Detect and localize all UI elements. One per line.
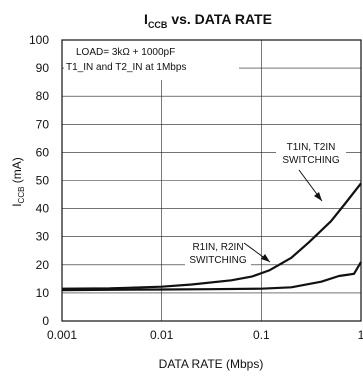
y-tick-label: 10 <box>36 286 50 300</box>
grid <box>61 39 362 322</box>
y-tick-label: 50 <box>36 174 50 188</box>
annotation-r1in-line1: R1IN, R2IN <box>192 242 243 253</box>
y-tick-label: 100 <box>29 33 49 47</box>
annotation-t1in-line2: SWITCHING <box>282 155 339 166</box>
series-group <box>61 182 362 292</box>
x-axis-label: DATA RATE (Mbps) <box>159 357 264 371</box>
plot-frame <box>61 39 362 322</box>
y-tick-label: 90 <box>36 61 50 75</box>
legend-line-load: LOAD= 3kΩ + 1000pF <box>76 47 175 58</box>
annotation-r1in-bg <box>185 238 251 268</box>
y-tick-label: 20 <box>36 258 50 272</box>
y-tick-label: 60 <box>36 145 50 159</box>
y-tick-label: 40 <box>36 202 50 216</box>
x-tick-labels: 0.001 0.01 0.1 1 <box>47 328 363 342</box>
y-tick-label: 80 <box>36 89 50 103</box>
x-tick-label: 1 <box>358 328 363 342</box>
annotation-t1in-line1: T1IN, T2IN <box>287 142 336 153</box>
series-line-1 <box>61 182 362 290</box>
x-tick-label: 0.01 <box>150 328 174 342</box>
series-line-2 <box>61 261 362 292</box>
y-tick-label: 30 <box>36 230 50 244</box>
x-tick-label: 0.1 <box>253 328 270 342</box>
chart-title: ICCB vs. DATA RATE <box>144 11 272 30</box>
y-tick-label: 0 <box>42 314 49 328</box>
y-tick-labels: 0 10 20 30 40 50 60 70 80 90 100 <box>29 33 49 328</box>
x-tick-label: 0.001 <box>47 328 77 342</box>
legend-line-inputs: T1_IN and T2_IN at 1Mbps <box>66 62 186 73</box>
y-tick-label: 70 <box>36 117 50 131</box>
legend-box <box>64 40 239 80</box>
annotation-t1in-arrowhead <box>314 192 322 201</box>
y-axis-label: ICCB (mA) <box>10 157 26 207</box>
annotation-t1in-bg <box>276 138 346 168</box>
annotation-r1in-line2: SWITCHING <box>189 255 246 266</box>
annotation-r1in-arrowhead <box>261 254 270 262</box>
